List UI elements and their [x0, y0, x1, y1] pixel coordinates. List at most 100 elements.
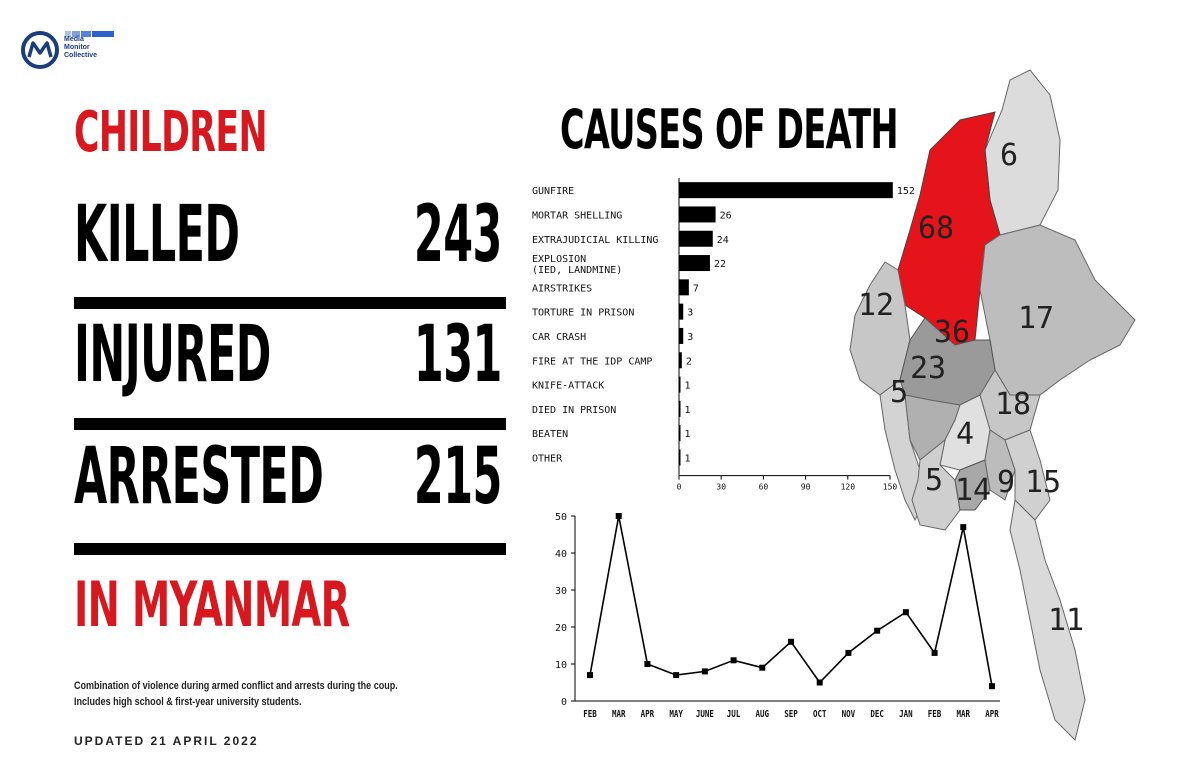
map-region-shan — [979, 224, 1136, 396]
line-x-tick-label: AUG — [756, 709, 770, 720]
bar-category-label: FIRE AT THE IDP CAMP — [532, 356, 652, 367]
stat-killed-label: KILLED — [74, 190, 240, 280]
line-point — [730, 657, 737, 664]
stat-arrested-label: ARRESTED — [74, 432, 324, 522]
line-point — [587, 672, 593, 679]
bar-category-label: TORTURE IN PRISON — [532, 308, 634, 319]
bar-category-label: DIED IN PRISON — [532, 405, 616, 416]
bar-value-label: 22 — [714, 259, 726, 270]
line-point — [845, 649, 852, 656]
causes-chart-title: CAUSES OF DEATH — [560, 98, 899, 161]
bar-11 — [679, 449, 681, 466]
bar-6 — [679, 327, 684, 344]
bar-value-label: 1 — [685, 429, 691, 440]
map-label: 5 — [925, 463, 943, 498]
line-point — [874, 627, 881, 634]
bar-category-label: MORTAR SHELLING — [532, 210, 622, 221]
stat-arrested-value: 215 — [414, 432, 502, 522]
bar-category-label: EXPLOSION (IED, LANDMINE) — [532, 254, 622, 276]
footnote-line: Combination of violence during armed con… — [74, 680, 398, 692]
media-monitor-logo: Media Monitor Collective — [20, 22, 120, 72]
bar-3 — [679, 255, 710, 272]
bar-value-label: 152 — [897, 186, 915, 197]
bar-category-label: CAR CRASH — [532, 332, 586, 343]
line-point — [931, 649, 938, 656]
line-y-tick-label: 40 — [555, 549, 567, 560]
logo-bars — [65, 24, 115, 42]
line-x-tick-label: JUNE — [696, 709, 714, 720]
line-x-tick-label: APR — [985, 709, 999, 720]
map-label: 6 — [1000, 138, 1018, 173]
line-point — [902, 609, 909, 616]
bar-x-tick-label: 120 — [841, 483, 856, 492]
monthly-line-chart: 0 10 20 30 40 50 FEB MAR APR MAY JUNE JUL AUG SEP OCT N… — [555, 512, 1000, 720]
bar-x-tick-label: 150 — [883, 483, 898, 492]
line-x-tick-label: MAR — [957, 709, 971, 720]
line-point — [759, 664, 766, 671]
bar-category-label: BEATEN — [532, 429, 568, 440]
logo-text-line: Media — [64, 36, 84, 43]
line-x-tick-label: APR — [641, 709, 655, 720]
bar-category-label: EXTRAJUDICIAL KILLING — [532, 235, 658, 246]
divider — [74, 297, 506, 309]
bar-0 — [679, 182, 893, 199]
bar-2 — [679, 230, 713, 247]
bar-9 — [679, 400, 681, 417]
stat-injured-label: INJURED — [74, 310, 271, 400]
line-series — [589, 515, 993, 687]
line-x-tick-label: NOV — [842, 709, 856, 720]
map-region-sagaing-west — [849, 261, 911, 396]
map-label: 23 — [910, 351, 946, 386]
bar-value-label: 2 — [686, 356, 692, 367]
bar-category-label: KNIFE-ATTACK — [532, 381, 604, 392]
line-y-tick-label: 0 — [561, 697, 567, 708]
line-point — [989, 683, 995, 690]
bar-value-label: 1 — [685, 405, 691, 416]
line-point — [644, 661, 651, 667]
map-labels: 6 68 12 36 17 23 5 18 4 5 14 9 15 11 — [858, 138, 1084, 638]
bar-value-label: 3 — [687, 308, 693, 319]
line-x-tick-label: MAR — [612, 709, 626, 720]
map-label: 68 — [918, 211, 954, 246]
map-region-ayeyarwady — [911, 438, 961, 531]
bar-x-tick-label: 60 — [759, 483, 769, 492]
line-x-tick-label: MAY — [669, 709, 683, 720]
logo-text-line: Monitor — [64, 44, 90, 51]
logo-text-line: Collective — [64, 52, 98, 59]
bar-x-tick-label: 30 — [716, 483, 726, 492]
map-label: 4 — [956, 417, 974, 452]
line-x-tick-label: JUL — [727, 709, 741, 720]
bar-8 — [679, 376, 681, 393]
line-x-tick-label: JAN — [899, 709, 913, 720]
map-label: 12 — [858, 288, 894, 323]
map-label: 5 — [890, 375, 908, 410]
line-x-tick-label: FEB — [928, 709, 942, 720]
line-point — [673, 672, 680, 679]
logo-text: Media Monitor Collective — [64, 36, 124, 60]
divider — [74, 543, 506, 555]
map-label: 17 — [1018, 301, 1054, 336]
line-y-tick-label: 50 — [555, 512, 567, 523]
line-point — [816, 679, 823, 686]
map-label: 18 — [995, 387, 1031, 422]
bar-1 — [679, 206, 716, 223]
line-x-tick-label: SEP — [784, 709, 798, 720]
bar-10 — [679, 425, 681, 442]
bar-7 — [679, 352, 682, 369]
bar-value-label: 1 — [685, 453, 691, 464]
line-point — [788, 638, 794, 645]
map-label: 9 — [997, 465, 1015, 500]
map-label: 11 — [1048, 603, 1084, 638]
map-region-kachin-east — [984, 69, 1061, 236]
stat-killed-value: 243 — [414, 190, 502, 280]
map-label: 14 — [955, 473, 991, 508]
updated-date: UPDATED 21 APRIL 2022 — [74, 734, 259, 748]
line-x-tick-label: DEC — [870, 709, 884, 720]
bar-value-label: 3 — [687, 332, 693, 343]
map-label: 36 — [934, 315, 970, 350]
map-label: 15 — [1025, 465, 1061, 500]
bar-category-label: AIRSTRIKES — [532, 283, 592, 294]
bar-5 — [679, 303, 684, 320]
bar-4 — [679, 279, 689, 296]
